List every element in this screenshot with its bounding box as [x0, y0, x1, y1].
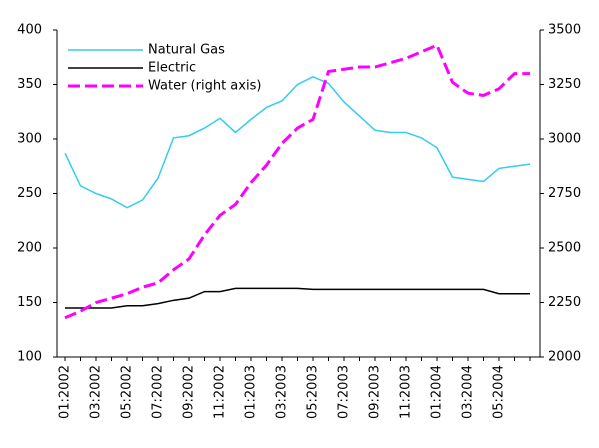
y2-tick-label: 3250: [548, 77, 581, 92]
y2-tick-label: 2750: [548, 186, 581, 201]
legend-label: Natural Gas: [148, 43, 225, 58]
x-tick-label: 11:2003: [399, 365, 414, 419]
y-tick-label: 100: [17, 350, 42, 365]
y2-tick-label: 2500: [548, 241, 581, 256]
y2-tick-label: 3000: [548, 132, 581, 147]
x-tick-label: 01:2003: [244, 365, 259, 419]
x-tick-label: 05:2002: [120, 365, 135, 419]
y-tick-label: 400: [17, 23, 42, 38]
x-tick-label: 07:2002: [151, 365, 166, 419]
series-line: [65, 287, 530, 309]
y2-tick-label: 3500: [548, 23, 581, 38]
x-tick-label: 03:2002: [89, 365, 104, 419]
legend-label: Water (right axis): [148, 79, 261, 94]
y2-tick-label: 2000: [548, 350, 581, 365]
y-tick-label: 150: [17, 295, 42, 310]
x-tick-label: 05:2004: [492, 365, 507, 419]
legend-label: Electric: [148, 61, 196, 76]
series-line: [64, 43, 530, 320]
y-tick-label: 350: [17, 77, 42, 92]
series-line: [64, 76, 531, 209]
y2-tick-label: 2250: [548, 295, 581, 310]
y-tick-label: 300: [17, 132, 42, 147]
x-tick-label: 01:2002: [58, 365, 73, 419]
x-tick-label: 03:2004: [461, 365, 476, 419]
y-tick-label: 250: [17, 186, 42, 201]
x-tick-label: 01:2004: [430, 365, 445, 419]
x-tick-label: 05:2003: [306, 365, 321, 419]
x-tick-label: 07:2003: [337, 365, 352, 419]
x-tick-label: 09:2003: [368, 365, 383, 419]
x-tick-label: 09:2002: [182, 365, 197, 419]
y-tick-label: 200: [17, 241, 42, 256]
x-tick-label: 03:2003: [275, 365, 290, 419]
x-tick-label: 11:2002: [213, 365, 228, 419]
